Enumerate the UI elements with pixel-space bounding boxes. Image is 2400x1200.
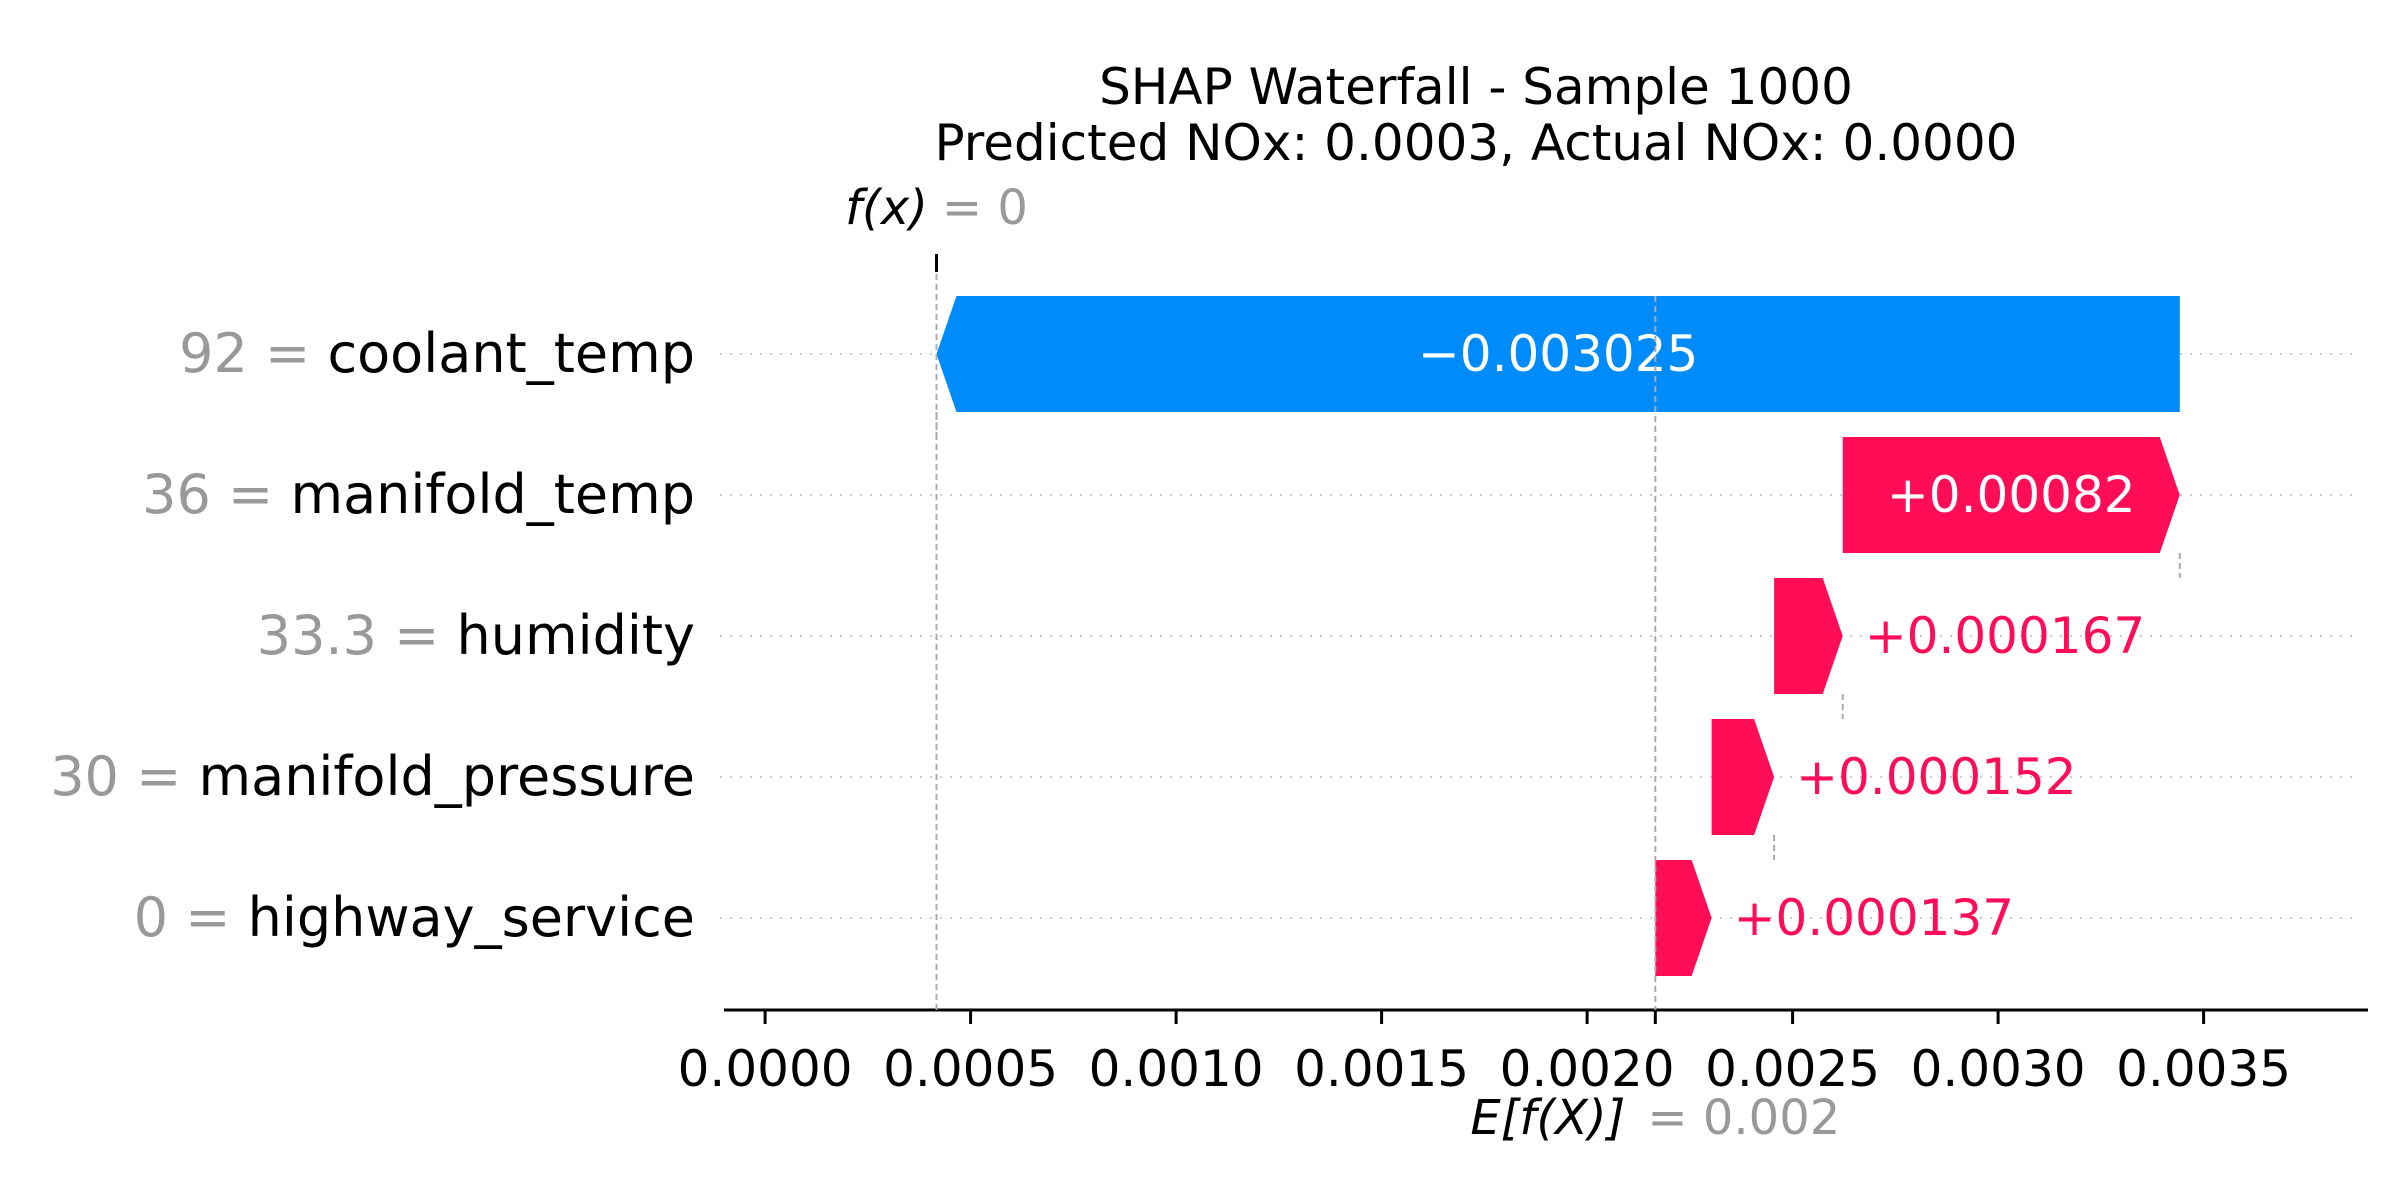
feature-name: manifold_pressure bbox=[199, 745, 696, 808]
feature-value: 36 = bbox=[142, 463, 290, 526]
reference-annotations: f(x) = 0 E[f(X)] = 0.002 bbox=[845, 180, 1840, 1146]
feature-value: 33.3 = bbox=[257, 604, 457, 667]
chart-title: SHAP Waterfall - Sample 1000 bbox=[1099, 58, 1853, 116]
x-tick-label: 0.0025 bbox=[1705, 1040, 1880, 1098]
positive-shap-bar bbox=[1842, 437, 2180, 553]
x-tick-label: 0.0015 bbox=[1294, 1040, 1469, 1098]
chart-subtitle: Predicted NOx: 0.0003, Actual NOx: 0.000… bbox=[934, 114, 2017, 172]
base-value: = 0.002 bbox=[1647, 1090, 1840, 1146]
x-tick-label: 0.0010 bbox=[1089, 1040, 1264, 1098]
x-tick-label: 0.0030 bbox=[1911, 1040, 2086, 1098]
shap-value-label: −0.003025 bbox=[1418, 325, 1698, 383]
feature-label: 33.3 = humidity bbox=[257, 604, 695, 667]
feature-label: 0 = highway_service bbox=[134, 886, 695, 949]
feature-name: coolant_temp bbox=[327, 322, 695, 385]
fx-annotation: f(x) = 0 bbox=[845, 180, 1028, 236]
shap-value-label: +0.000167 bbox=[1865, 607, 2145, 665]
feature-value: 30 = bbox=[50, 745, 198, 808]
fx-label: f(x) bbox=[845, 180, 928, 236]
feature-name: humidity bbox=[457, 604, 695, 667]
base-label: E[f(X)] bbox=[1470, 1090, 1625, 1146]
x-axis: 0.0000 0.0005 0.0010 0.0015 0.0020 0.0025 0.00… bbox=[678, 1008, 2368, 1098]
feature-value: 92 = bbox=[179, 322, 327, 385]
bars-layer: −0.003025 +0.00082 +0.000167 +0.000152 +0.00… bbox=[935, 296, 2181, 976]
feature-label: 36 = manifold_temp bbox=[142, 463, 695, 526]
positive-shap-bar bbox=[1711, 719, 1775, 835]
shap-value-label: +0.000137 bbox=[1734, 889, 2014, 947]
negative-shap-bar bbox=[936, 296, 2180, 412]
feature-label: 30 = manifold_pressure bbox=[50, 745, 695, 808]
x-tick-label: 0.0000 bbox=[678, 1040, 853, 1098]
feature-rows: 92 = coolant_temp 36 = manifold_temp 33.3 … bbox=[50, 322, 2360, 949]
x-tick-label: 0.0020 bbox=[1500, 1040, 1675, 1098]
x-tick-label: 0.0005 bbox=[883, 1040, 1058, 1098]
shap-value-label: +0.00082 bbox=[1887, 466, 2136, 524]
feature-name: manifold_temp bbox=[290, 463, 695, 526]
fx-value: = 0 bbox=[942, 180, 1028, 236]
x-tick-label: 0.0035 bbox=[2116, 1040, 2291, 1098]
positive-shap-bar bbox=[1774, 578, 1843, 694]
feature-value: 0 = bbox=[134, 886, 248, 949]
feature-label: 92 = coolant_temp bbox=[179, 322, 695, 385]
base-annotation: E[f(X)] = 0.002 bbox=[1470, 1090, 1840, 1146]
shap-value-label: +0.000152 bbox=[1796, 748, 2076, 806]
feature-name: highway_service bbox=[248, 886, 695, 949]
positive-shap-bar bbox=[1655, 860, 1712, 976]
